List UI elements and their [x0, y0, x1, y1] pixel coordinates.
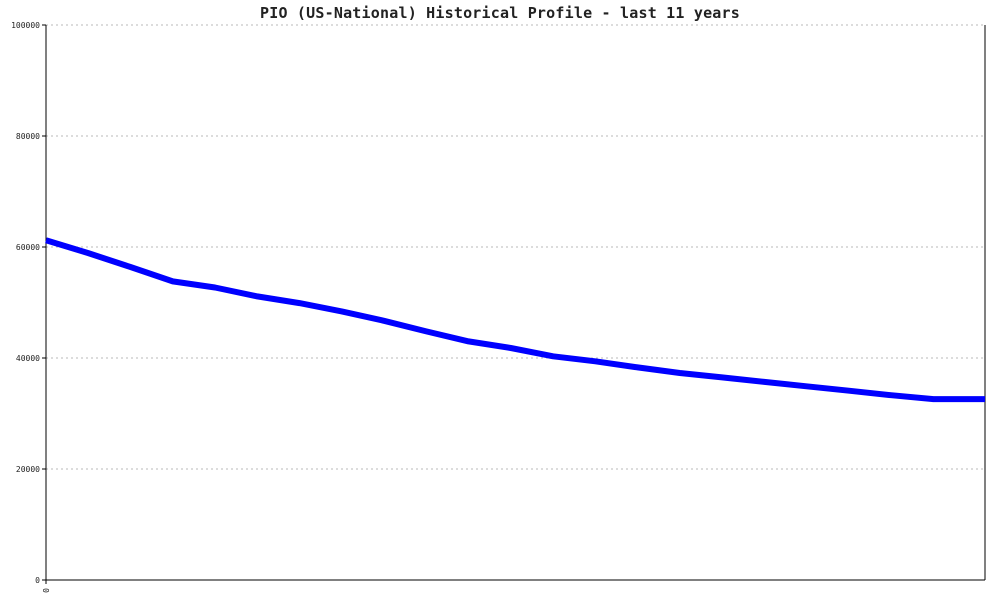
y-tick-label: 40000: [16, 354, 40, 363]
chart-title: PIO (US-National) Historical Profile - l…: [260, 4, 740, 22]
tick-labels: 0 20000 40000 60000 80000 100000 0: [11, 21, 51, 593]
axes: [45, 25, 986, 581]
series-line: [45, 237, 985, 403]
series: [45, 237, 985, 403]
y-tick-label: 20000: [16, 465, 40, 474]
gridlines: [46, 24, 985, 470]
y-tick-label: 80000: [16, 132, 40, 141]
y-tick-label: 60000: [16, 243, 40, 252]
x-tick-label: 0: [42, 588, 51, 593]
y-tick-label: 100000: [11, 21, 40, 30]
y-tick-label: 0: [35, 576, 40, 585]
